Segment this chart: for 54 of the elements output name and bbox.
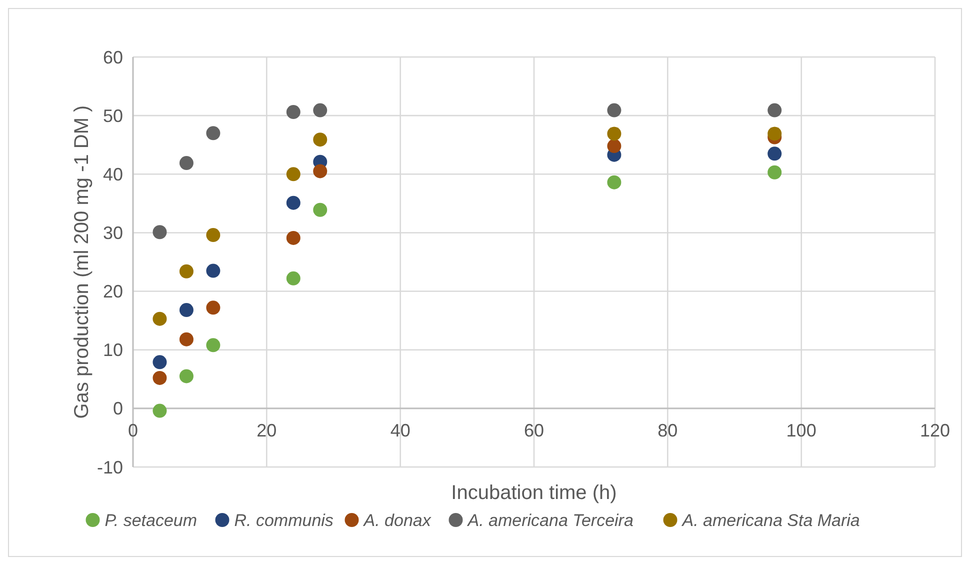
point [179,156,194,170]
point [768,146,782,161]
point [768,103,782,118]
y-tick-label: 40 [102,164,123,184]
x-tick-label: 60 [524,420,544,440]
y-tick-label: 60 [102,47,123,68]
point [179,264,194,278]
point [152,312,167,326]
point [179,332,194,346]
y-tick-label: -10 [96,457,123,478]
point [206,264,220,278]
point [286,167,300,182]
y-tick-label: 20 [102,282,123,302]
point [313,132,328,147]
point [206,126,220,140]
point [286,230,300,245]
y-axis-title: Gas production (ml 200 mg -1 DM ) [71,105,93,419]
point [607,139,622,154]
x-tick-label: 120 [920,420,950,440]
point [286,271,300,286]
point [179,303,194,318]
point [607,126,622,141]
x-tick-label: 20 [256,420,277,440]
legend-label: P. setaceum [104,510,198,530]
point [152,225,167,240]
y-tick-label: 10 [102,340,123,360]
point [607,103,622,118]
point [313,202,328,217]
legend-label: R. communis [234,510,334,530]
x-tick-label: 40 [390,420,410,440]
point [607,175,622,190]
x-tick-label: 0 [128,420,138,440]
point [313,103,328,118]
point [152,355,167,370]
x-tick-label: 100 [786,420,816,440]
legend-label: A. americana Sta Maria [681,510,860,530]
x-tick-label: 80 [658,420,678,440]
x-axis-title: Incubation time (h) [451,482,617,504]
legend-label: A. donax [362,510,432,530]
legend-label: A. americana Terceira [466,510,634,530]
point [206,228,220,242]
point [152,370,167,385]
point [152,404,167,418]
point [179,369,194,384]
y-tick-label: 0 [112,398,123,419]
point [768,165,782,180]
point [313,164,328,178]
point [286,196,300,210]
point [768,126,782,141]
y-tick-label: 30 [102,223,123,244]
point [206,300,220,315]
point [286,105,300,120]
point [206,338,220,352]
y-tick-label: 50 [102,106,123,126]
